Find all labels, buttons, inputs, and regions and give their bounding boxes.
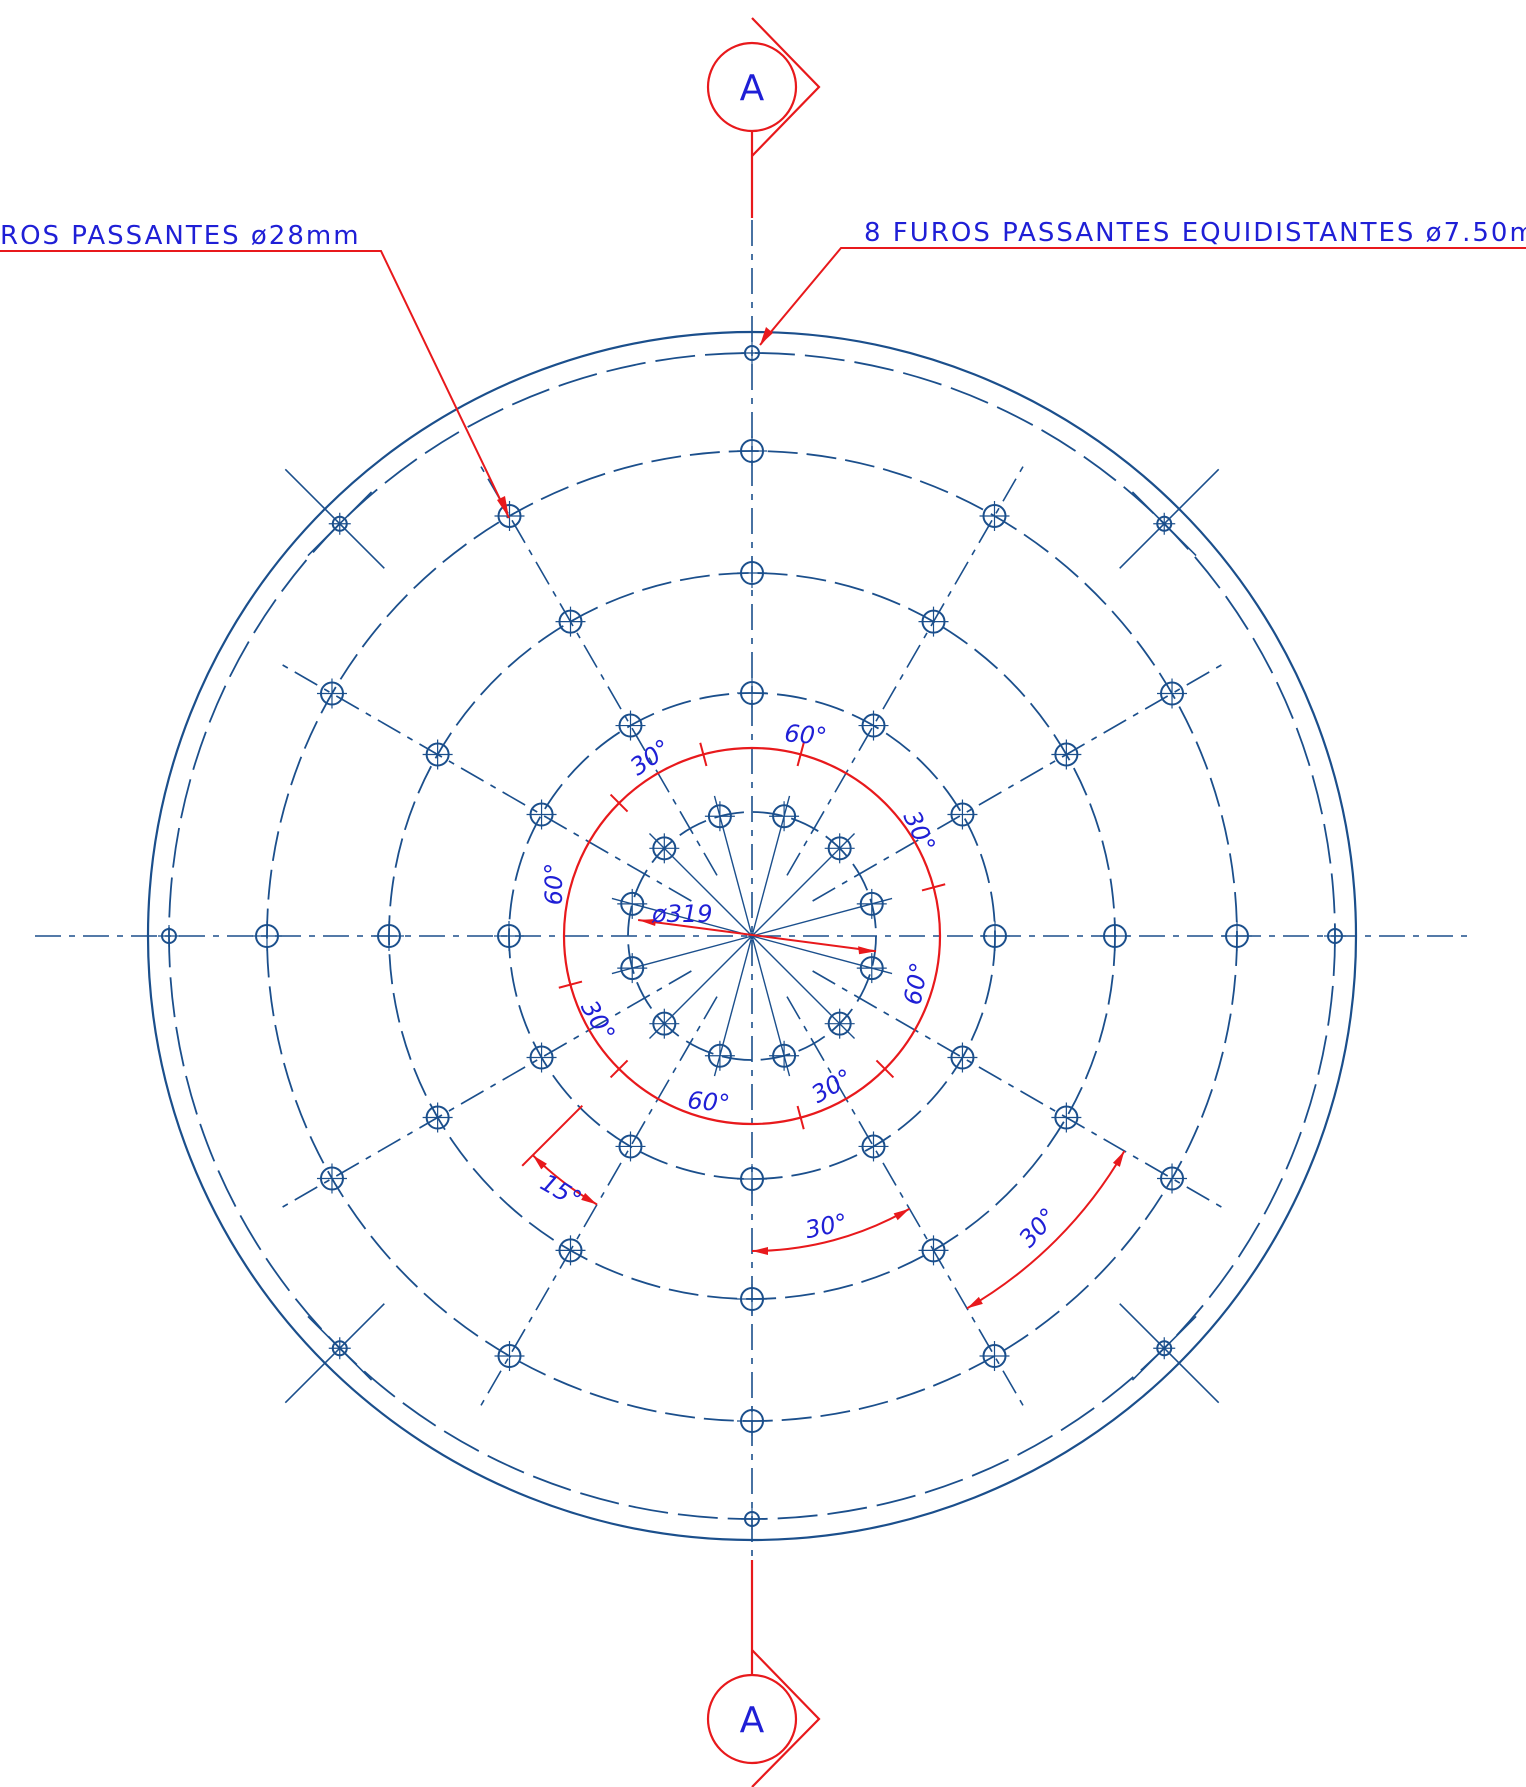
dimension-layer xyxy=(521,742,1126,1310)
inner-star-line xyxy=(751,832,856,937)
angle-dimension-circle xyxy=(562,746,942,1126)
dim-angle-15: 15° xyxy=(536,1168,587,1214)
dimension-extension-line xyxy=(521,1104,584,1167)
part-geometry xyxy=(35,220,1470,1560)
section-mark-top: A xyxy=(706,17,821,218)
callout-left-leader xyxy=(0,250,510,519)
radial-centerline xyxy=(812,970,1225,1210)
inner-star-line xyxy=(713,935,753,1077)
dim-angle-30-top-right: 30° xyxy=(898,806,941,856)
dim-angle-30-lower-mid: 30° xyxy=(803,1208,850,1244)
radial-centerline xyxy=(786,463,1026,876)
inner-star-line xyxy=(648,935,753,1040)
dimension-tick xyxy=(921,883,946,892)
callout-left: ROS PASSANTES ø28mm xyxy=(0,221,510,519)
dimension-tick xyxy=(609,1059,629,1079)
dim-angle-60-left: 60° xyxy=(540,863,568,906)
radial-centerline xyxy=(786,996,1026,1409)
section-mark-top-letter: A xyxy=(740,68,765,109)
angle-30-lower-right-arc xyxy=(966,1150,1126,1310)
radial-centerline xyxy=(478,996,718,1409)
dimension-arrowhead xyxy=(893,1208,910,1221)
dimension-arrowhead xyxy=(1112,1151,1125,1167)
dim-angle-60-top: 60° xyxy=(783,719,828,751)
diameter-arrowhead xyxy=(858,946,877,955)
callout-right-arrowhead xyxy=(760,327,773,345)
inner-star-line xyxy=(648,832,753,937)
inner-star-line xyxy=(611,935,753,975)
section-mark-bottom: A xyxy=(706,1560,821,1787)
diameter-arrowhead xyxy=(638,918,657,926)
section-mark-bottom-arrow xyxy=(751,1649,821,1787)
dimension-arrowhead xyxy=(967,1296,983,1309)
section-mark-bottom-letter: A xyxy=(740,1700,765,1741)
inner-star-line xyxy=(713,795,753,937)
dimension-tick xyxy=(796,742,805,767)
callout-right: 8 FUROS PASSANTES EQUIDISTANTES ø7.50mm xyxy=(759,218,1526,346)
dim-angle-30-bottom-right: 30° xyxy=(807,1063,858,1109)
inner-star-line xyxy=(751,935,791,1077)
dim-angle-30-lower-right: 30° xyxy=(1013,1202,1062,1252)
angle-30-lower-arc xyxy=(751,1207,910,1252)
dimension-arrowhead xyxy=(532,1155,547,1170)
radial-centerline xyxy=(478,463,718,876)
dim-angle-30-top-left: 30° xyxy=(625,734,676,781)
inner-star-line xyxy=(751,897,893,937)
inner-star-line xyxy=(751,935,893,975)
inner-star-line xyxy=(611,897,753,937)
radial-centerline xyxy=(279,970,692,1210)
dimension-tick xyxy=(558,980,583,989)
radial-centerline xyxy=(279,662,692,902)
dim-angle-60-bottom: 60° xyxy=(686,1086,731,1118)
inner-star-line xyxy=(751,935,856,1040)
callout-right-label: 8 FUROS PASSANTES EQUIDISTANTES ø7.50mm xyxy=(864,218,1526,248)
radial-centerline xyxy=(812,662,1225,902)
callout-left-label: ROS PASSANTES ø28mm xyxy=(0,221,361,251)
dim-angle-30-bottom-left: 30° xyxy=(575,996,621,1047)
dimension-tick xyxy=(875,1059,895,1079)
dimension-tick xyxy=(699,742,708,767)
diameter-dimension-line xyxy=(637,919,877,953)
dim-diameter: ø319 xyxy=(651,900,713,928)
dimension-arrowhead xyxy=(581,1193,597,1205)
dimension-tick xyxy=(796,1105,805,1130)
dimension-tick xyxy=(609,793,629,813)
callout-right-leader xyxy=(759,247,1526,346)
callout-left-arrowhead xyxy=(497,496,509,518)
dimension-arrowhead xyxy=(752,1247,768,1255)
inner-star-line xyxy=(751,795,791,937)
section-mark-top-arrow xyxy=(751,17,821,157)
